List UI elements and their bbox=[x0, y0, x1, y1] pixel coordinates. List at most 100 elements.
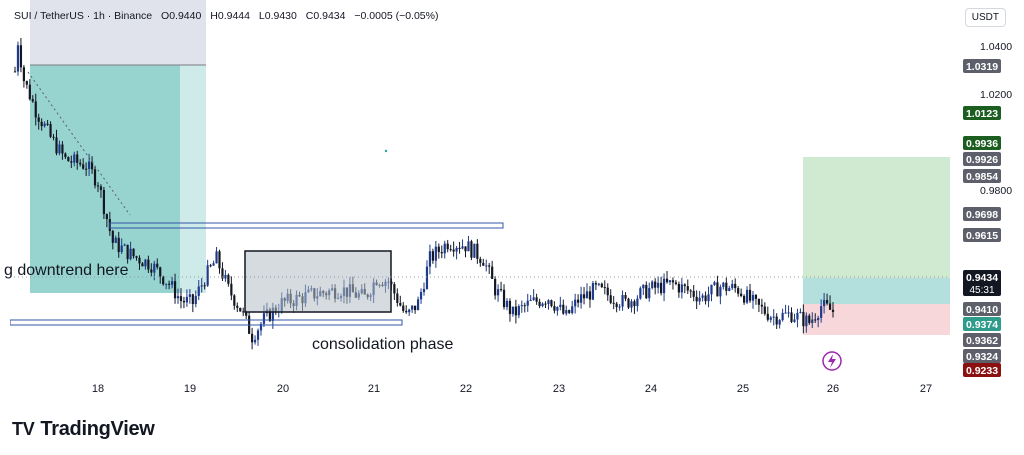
price-tag-background bbox=[963, 333, 1001, 347]
price-chart[interactable]: 18 19 20 21 22 23 24 25 26 27 1.0400 1.0200 0.9800 1… bbox=[10, 0, 1014, 400]
symbol-title[interactable]: SUI / TetherUS · 1h · Binance bbox=[14, 10, 153, 22]
candle-body bbox=[428, 251, 432, 267]
ohlc-open: O0.9440 bbox=[161, 10, 202, 22]
candle-body bbox=[470, 241, 473, 258]
currency-button[interactable]: USDT bbox=[964, 8, 1006, 27]
price-tag-value: 0.9410 bbox=[966, 304, 998, 316]
y-tick-label: 1.0200 bbox=[980, 89, 1012, 101]
price-tag: 0.9926 bbox=[963, 152, 1001, 166]
candle-body bbox=[55, 137, 58, 154]
price-tag: 1.0319 bbox=[963, 59, 1001, 73]
candle-body bbox=[461, 246, 464, 249]
candle-body bbox=[517, 306, 520, 316]
price-tag: 0.9233 bbox=[963, 363, 1001, 377]
candle-body bbox=[402, 305, 405, 311]
short-stop-zone bbox=[30, 0, 206, 65]
chart-area[interactable]: 18 19 20 21 22 23 24 25 26 27 1.0400 1.0200 0.9800 1… bbox=[10, 0, 1014, 400]
candle-body bbox=[499, 289, 503, 291]
candle-body bbox=[668, 280, 672, 283]
candle-body bbox=[716, 282, 719, 297]
candle-body bbox=[529, 299, 532, 301]
candle-body bbox=[571, 306, 574, 313]
candle-body bbox=[396, 293, 399, 303]
candle-body bbox=[677, 283, 680, 293]
price-tag-background bbox=[963, 106, 1001, 120]
candle-body bbox=[479, 258, 482, 263]
tradingview-wordmark: TradingView bbox=[40, 418, 155, 440]
candle-body bbox=[597, 283, 600, 285]
candle-body bbox=[772, 316, 775, 318]
candle-body bbox=[686, 286, 689, 291]
ohlc-change: −0.0005 (−0.05%) bbox=[354, 10, 439, 22]
candle-body bbox=[624, 295, 627, 299]
candle-body bbox=[411, 305, 414, 310]
candle-body bbox=[642, 284, 645, 289]
candle-body bbox=[61, 144, 64, 154]
candle-body bbox=[553, 306, 556, 311]
candle-body bbox=[93, 169, 97, 186]
candle-body bbox=[559, 304, 562, 308]
candle-body bbox=[562, 304, 565, 314]
candle-body bbox=[218, 251, 221, 269]
candle-body bbox=[126, 244, 129, 260]
candle-body bbox=[405, 310, 408, 313]
candle-body bbox=[224, 274, 227, 279]
candle-body bbox=[203, 285, 206, 287]
price-tag-value: 0.9374 bbox=[966, 319, 998, 331]
price-tag-background bbox=[963, 207, 1001, 221]
candle-body bbox=[674, 282, 678, 284]
candle-body bbox=[612, 302, 615, 304]
candle-body bbox=[731, 283, 734, 289]
candle-body bbox=[422, 288, 426, 293]
x-tick-label: 19 bbox=[184, 383, 196, 395]
bar-countdown: 45:31 bbox=[969, 285, 994, 296]
candle-body bbox=[70, 161, 73, 163]
candle-body bbox=[170, 281, 174, 285]
candle-body bbox=[615, 303, 618, 308]
candle-body bbox=[182, 300, 186, 303]
candle-body bbox=[742, 296, 746, 303]
x-tick-label: 21 bbox=[368, 383, 380, 395]
candle-body bbox=[147, 259, 150, 270]
candle-body bbox=[49, 124, 52, 137]
candle-body bbox=[25, 81, 28, 85]
candle-body bbox=[594, 283, 597, 285]
candle-body bbox=[707, 294, 710, 302]
candle-body bbox=[568, 310, 571, 313]
x-tick-label: 18 bbox=[92, 383, 104, 395]
candle-body bbox=[473, 243, 476, 258]
candle-body bbox=[191, 294, 194, 305]
candle-body bbox=[544, 303, 547, 305]
candle-body bbox=[547, 300, 550, 304]
x-tick-label: 26 bbox=[827, 383, 839, 395]
candle-body bbox=[256, 330, 260, 340]
price-tag: 0.9362 bbox=[963, 333, 1001, 347]
candle-body bbox=[820, 306, 823, 318]
price-tag-value: 0.9698 bbox=[966, 209, 998, 221]
candle-body bbox=[520, 305, 523, 307]
candle-body bbox=[799, 311, 802, 313]
candle-body bbox=[748, 289, 752, 301]
marker-dot bbox=[384, 149, 388, 153]
candle-body bbox=[488, 265, 491, 267]
candle-body bbox=[811, 319, 814, 324]
candle-body bbox=[227, 274, 230, 284]
candle-body bbox=[710, 284, 713, 295]
candle-body bbox=[734, 283, 737, 289]
candle-body bbox=[556, 307, 559, 311]
candle-body bbox=[760, 304, 763, 307]
candle-body bbox=[221, 268, 224, 279]
candle-body bbox=[630, 301, 633, 308]
candle-body bbox=[82, 164, 85, 169]
candle-body bbox=[585, 291, 589, 299]
candle-body bbox=[46, 123, 49, 125]
candle-body bbox=[168, 283, 171, 285]
candle-body bbox=[775, 316, 778, 325]
candle-body bbox=[609, 295, 612, 303]
candle-body bbox=[701, 295, 704, 298]
candle-body bbox=[606, 287, 609, 296]
candle-body bbox=[802, 311, 805, 327]
candle-body bbox=[541, 303, 544, 307]
candle-body bbox=[16, 45, 20, 72]
